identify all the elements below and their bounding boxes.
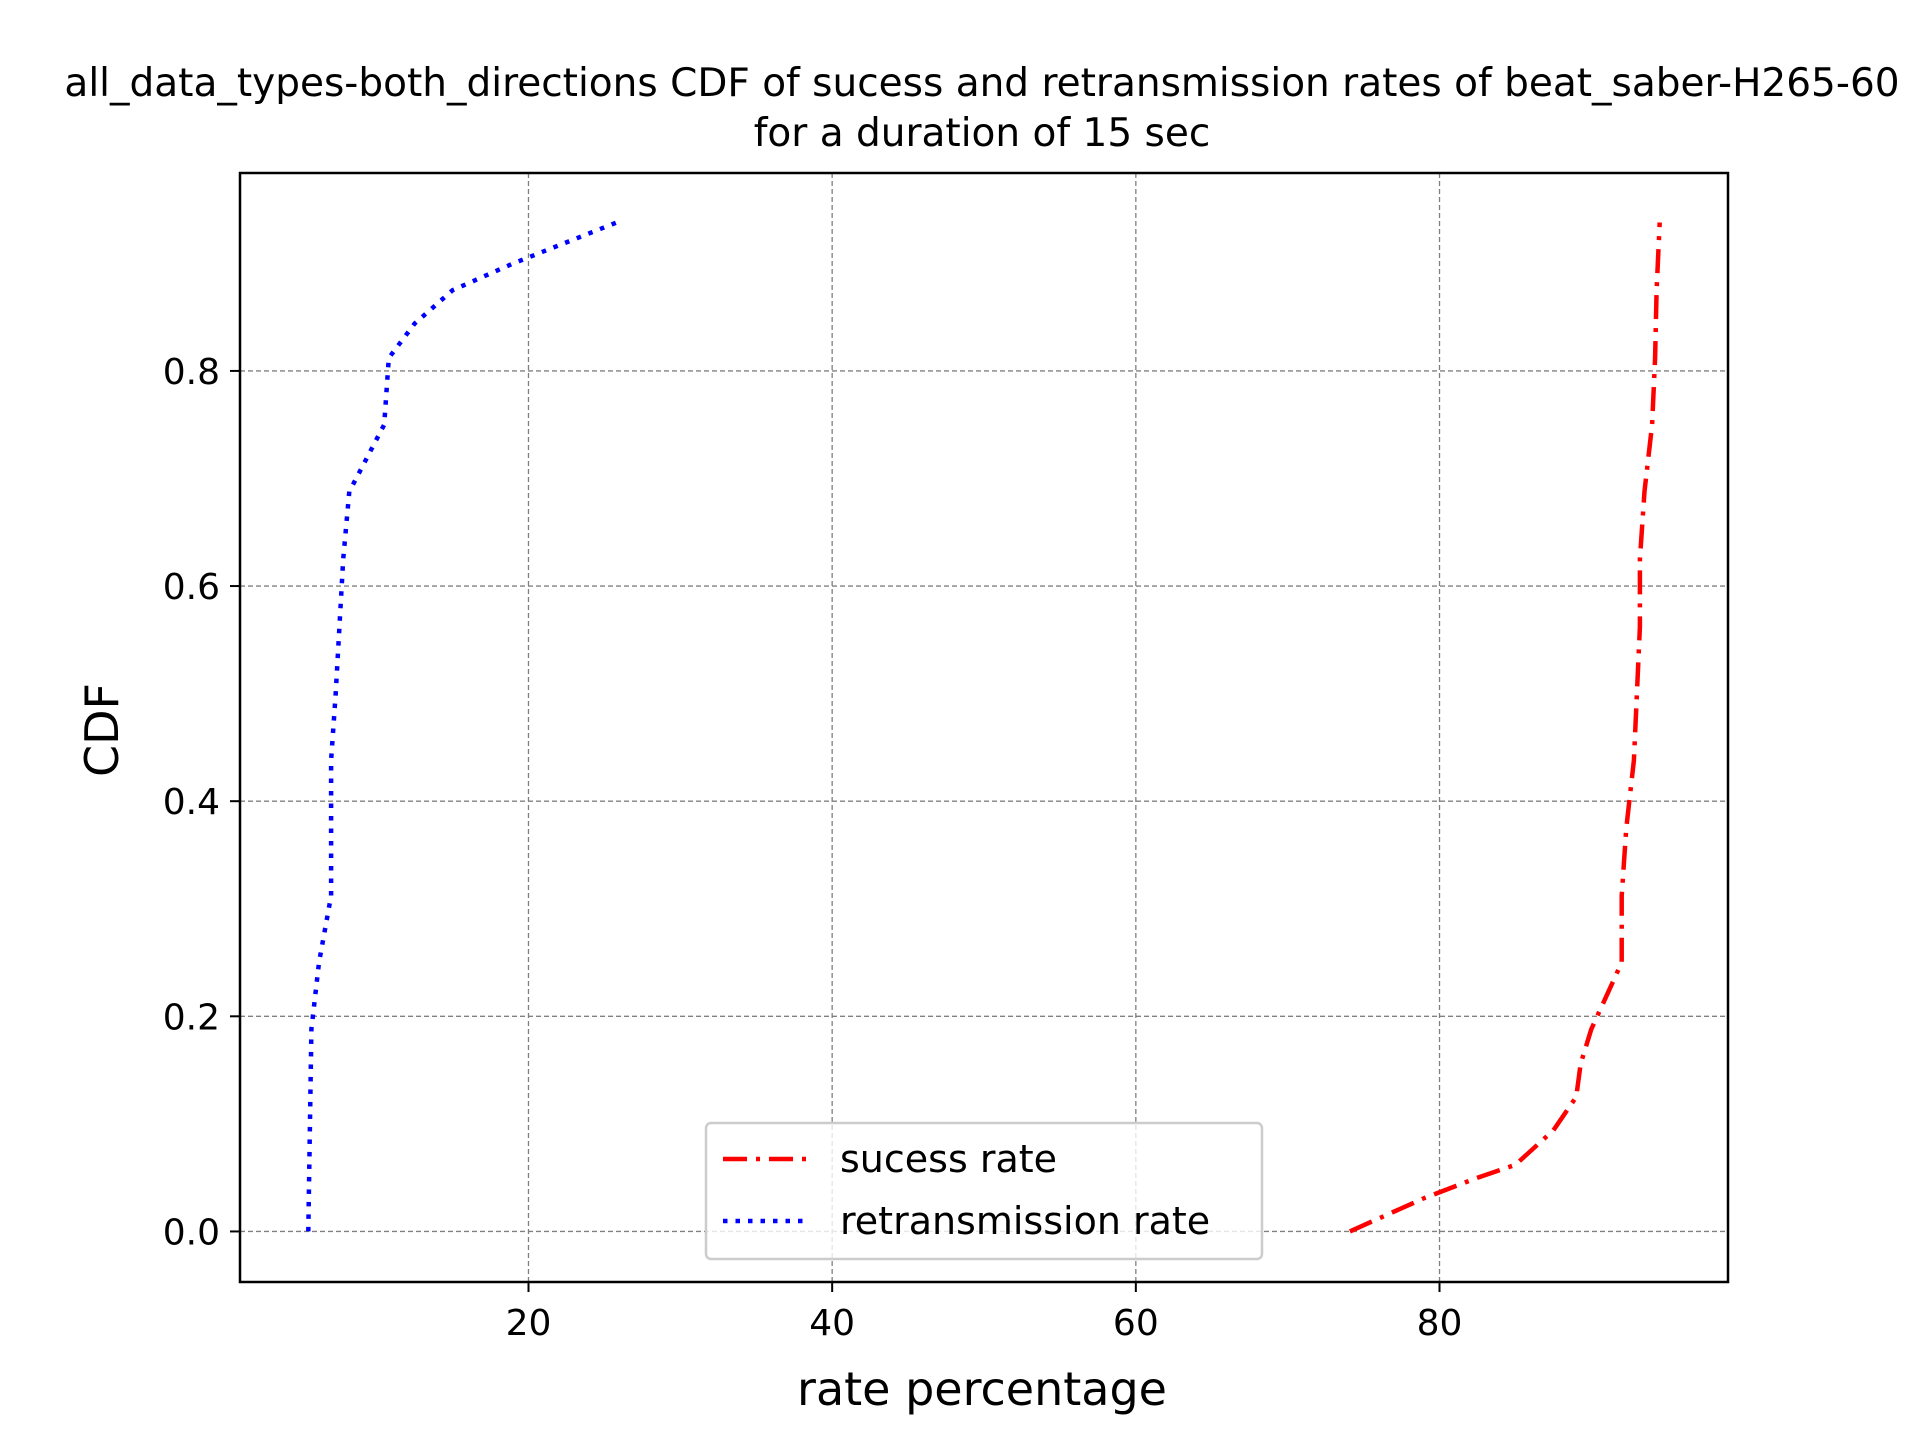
plot-area-frame [238, 171, 1730, 1284]
x-tick-label: 80 [1417, 1303, 1463, 1344]
grid-lines [240, 173, 1728, 1282]
series-lines [306, 220, 1662, 1234]
axis-ticks: 20 40 60 80 0.0 0.2 0.4 0.6 0.8 [163, 352, 1463, 1344]
legend: sucess rate retransmission rate [704, 1121, 1264, 1261]
chart-title-line1: all_data_types-both_directions CDF of su… [64, 61, 1899, 106]
y-tick-label: 0.2 [163, 997, 220, 1038]
legend-box [704, 1121, 1264, 1261]
y-axis-label: CDF [75, 683, 129, 777]
x-tick-label: 60 [1113, 1303, 1159, 1344]
series-line-sucess-rate [1348, 222, 1662, 1234]
legend-label-sucess-rate: sucess rate [840, 1137, 1057, 1181]
x-tick-label: 40 [809, 1303, 855, 1344]
y-tick-label: 0.4 [163, 782, 220, 823]
y-tick-label: 0.0 [163, 1212, 220, 1253]
chart-title-line2: for a duration of 15 sec [754, 111, 1211, 156]
series-line-retransmission-rate [306, 220, 618, 1232]
y-tick-label: 0.6 [163, 567, 220, 608]
y-tick-label: 0.8 [163, 352, 220, 393]
x-tick-label: 20 [506, 1303, 552, 1344]
legend-label-retransmission-rate: retransmission rate [840, 1199, 1210, 1243]
x-axis-label: rate percentage [797, 1362, 1167, 1416]
